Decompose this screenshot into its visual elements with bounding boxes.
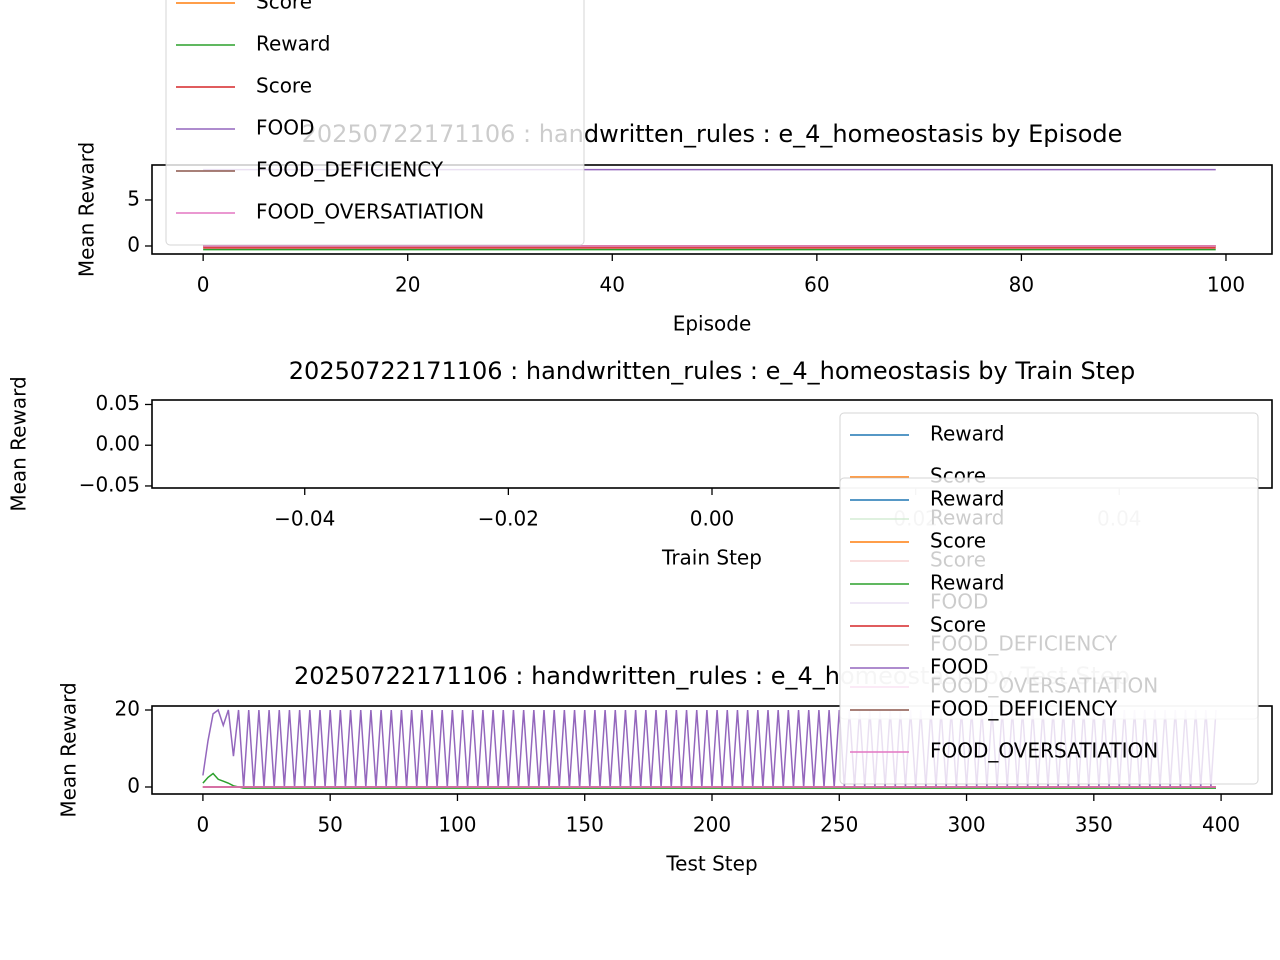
y-tick-label: 0 (127, 773, 140, 797)
x-tick-label: −0.04 (274, 507, 335, 531)
x-tick-label: 200 (693, 813, 731, 837)
chart-title: 20250722171106 : handwritten_rules : e_4… (289, 357, 1135, 385)
y-tick-label: 0.00 (95, 432, 140, 456)
x-tick-label: 0.00 (690, 507, 735, 531)
x-tick-label: 400 (1202, 813, 1240, 837)
y-tick-label: −0.05 (79, 472, 140, 496)
y-axis-label: Mean Reward (57, 682, 81, 817)
x-tick-label: 80 (1009, 273, 1034, 297)
y-axis-label: Mean Reward (75, 142, 99, 277)
x-tick-label: 300 (947, 813, 985, 837)
legend-label: FOOD (930, 655, 988, 679)
legend-label: FOOD_OVERSATIATION (256, 200, 484, 224)
x-axis-label: Train Step (661, 546, 762, 570)
y-tick-label: 20 (115, 697, 140, 721)
axes-frame (151, 164, 1273, 255)
y-tick-label: 5 (127, 186, 140, 210)
y-tick-label: 0.05 (95, 391, 140, 415)
axes-frame (151, 399, 1273, 489)
x-axis-label: Test Step (665, 852, 757, 876)
legend-box (165, 0, 585, 246)
legend-label: FOOD_OVERSATIATION (930, 739, 1158, 763)
x-tick-label: 20 (395, 273, 420, 297)
x-tick-label: 60 (804, 273, 829, 297)
axes-frame (151, 705, 1273, 795)
legend-label: Reward (930, 487, 1004, 511)
x-tick-label: −0.02 (478, 507, 539, 531)
legend-box (839, 477, 1259, 785)
legend-label: Score (930, 529, 986, 553)
x-tick-label: 0 (197, 813, 210, 837)
legend-label: Score (930, 613, 986, 637)
x-tick-label: 100 (438, 813, 476, 837)
x-tick-label: 50 (317, 813, 342, 837)
x-tick-label: 100 (1207, 273, 1245, 297)
x-tick-label: 250 (820, 813, 858, 837)
legend-label: FOOD (256, 116, 314, 140)
y-tick-label: 0 (127, 232, 140, 256)
legend-label: Reward (930, 571, 1004, 595)
legend-label: Score (256, 0, 312, 14)
x-tick-label: 350 (1075, 813, 1113, 837)
legend-label: Reward (256, 32, 330, 56)
x-axis-label: Episode (673, 312, 752, 336)
legend-label: Score (256, 74, 312, 98)
y-axis-label: Mean Reward (7, 376, 31, 511)
legend-label: FOOD_DEFICIENCY (256, 158, 444, 182)
x-tick-label: 40 (600, 273, 625, 297)
legend-label: Reward (930, 422, 1004, 446)
legend-label: FOOD_DEFICIENCY (930, 697, 1118, 721)
x-tick-label: 150 (566, 813, 604, 837)
x-tick-label: 0 (197, 273, 210, 297)
